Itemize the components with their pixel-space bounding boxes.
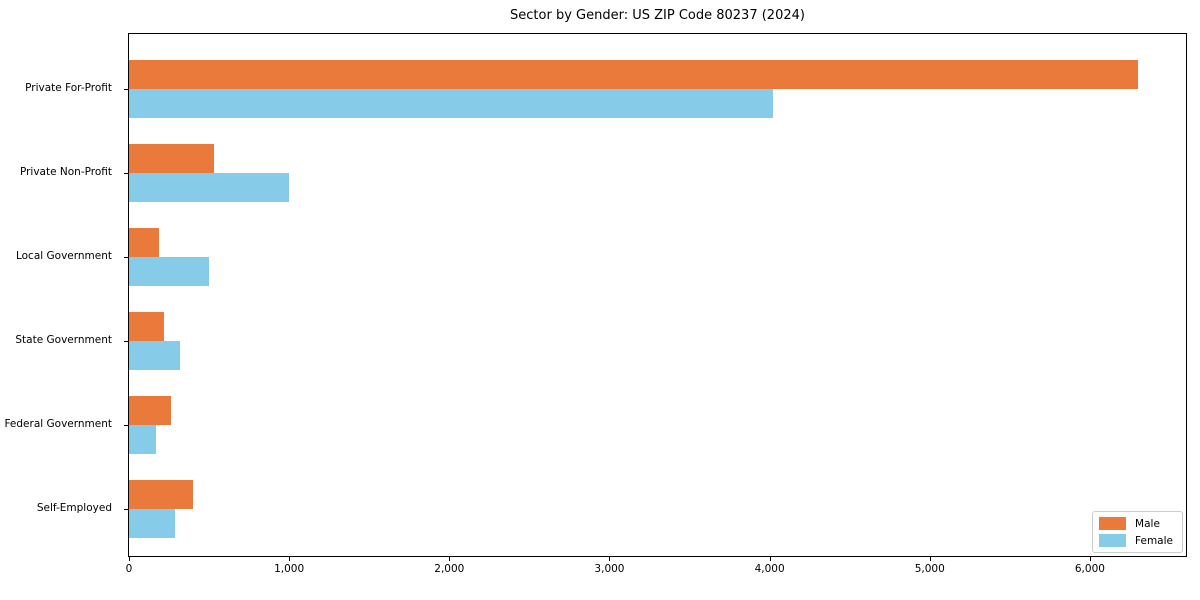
x-tick-label-1000: 1,000 [274,563,305,575]
bar-male-self-employed [129,480,193,509]
x-tick-mark [609,557,611,561]
y-tick-label-federal-government: Federal Government [4,418,112,430]
y-tick-label-private-for-profit: Private For-Profit [25,82,112,94]
bar-female-local-government [129,257,209,286]
bar-male-state-government [129,312,164,341]
y-tick-mark [124,425,128,426]
y-tick-label-local-government: Local Government [15,250,112,262]
y-tick-label-state-government: State Government [15,334,112,346]
bar-male-private-non-profit [129,144,214,173]
legend-label-female: Female [1135,534,1173,547]
bar-female-private-for-profit [129,89,773,118]
legend-label-male: Male [1135,517,1160,530]
legend-swatch-male-icon [1099,517,1127,530]
x-tick-label-3000: 3,000 [594,563,625,575]
x-tick-label-2000: 2,000 [434,563,465,575]
bar-female-state-government [129,341,180,370]
bar-female-federal-government [129,425,156,454]
legend: Male Female [1092,511,1183,553]
bar-female-private-non-profit [129,173,289,202]
legend-swatch-female-icon [1099,534,1127,547]
chart-title: Sector by Gender: US ZIP Code 80237 (202… [510,8,805,23]
x-tick-mark [1089,557,1091,561]
legend-item-male: Male [1099,517,1173,530]
legend-item-female: Female [1099,534,1173,547]
bar-female-self-employed [129,509,175,538]
y-tick-label-private-non-profit: Private Non-Profit [19,166,112,178]
y-tick-mark [124,257,128,258]
y-tick-mark [124,341,128,342]
x-tick-mark [769,557,771,561]
y-tick-mark [124,509,128,510]
x-tick-mark [129,557,130,561]
x-tick-label-5000: 5,000 [914,563,945,575]
y-tick-label-self-employed: Self-Employed [36,502,112,514]
x-tick-label-6000: 6,000 [1074,563,1105,575]
x-tick-label-4000: 4,000 [754,563,785,575]
x-tick-mark [929,557,931,561]
x-tick-mark [289,557,291,561]
x-tick-mark [449,557,451,561]
bar-male-local-government [129,228,159,257]
x-tick-label-0: 0 [125,563,133,575]
bar-male-federal-government [129,396,171,425]
y-tick-mark [124,89,128,90]
plot-area: Male Female [128,33,1187,557]
bar-male-private-for-profit [129,60,1138,89]
y-tick-mark [124,173,128,174]
